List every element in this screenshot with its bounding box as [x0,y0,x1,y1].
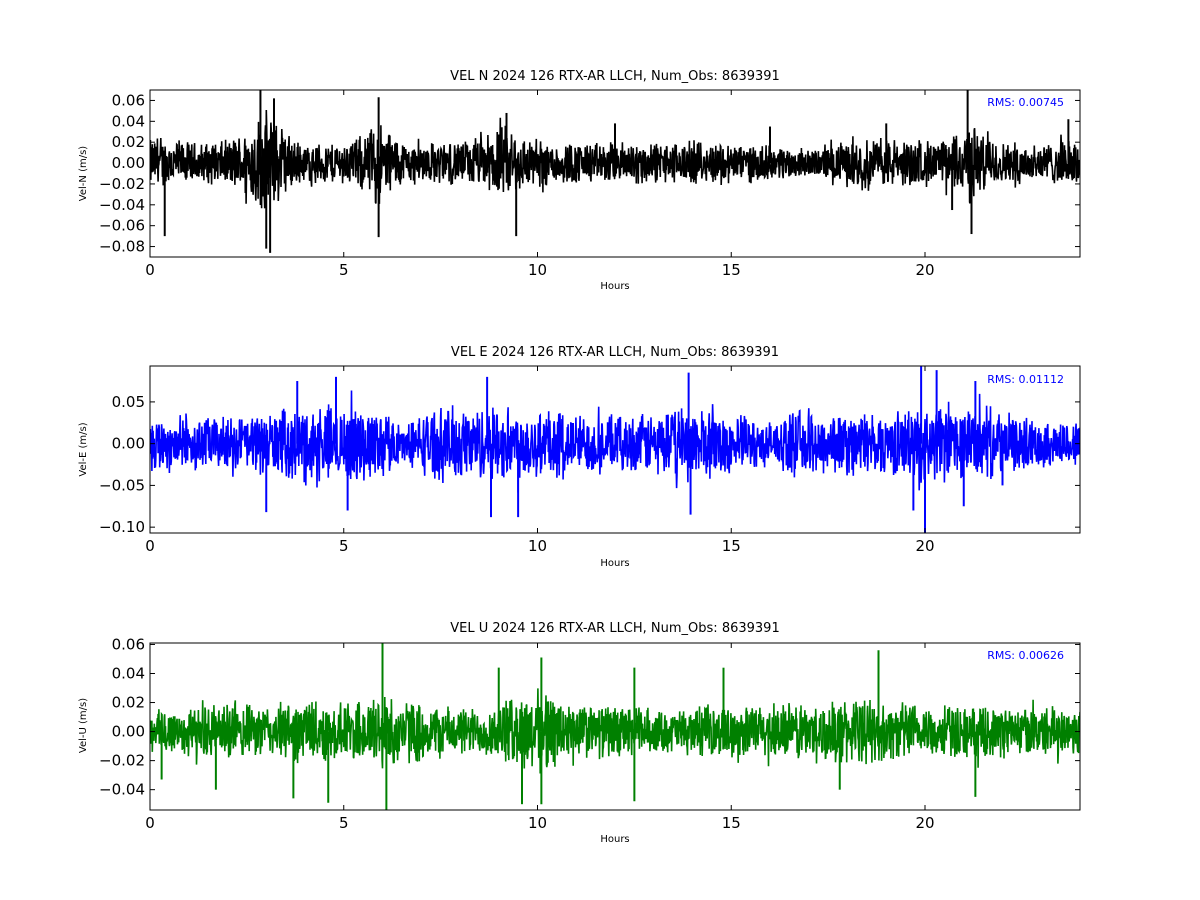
y-axis-label-north: Vel-N (m/s) [78,146,89,201]
series-trace [150,390,1080,493]
y-tick-label: 0.04 [112,112,145,130]
x-tick-label: 10 [528,261,547,279]
y-tick-label: 0.00 [112,723,145,741]
annotation-rms-north: RMS: 0.00745 [987,96,1064,109]
panel-title-up: VEL U 2024 126 RTX-AR LLCH, Num_Obs: 863… [450,621,779,636]
y-tick-label: 0.06 [112,635,145,653]
series-trace [150,688,1080,774]
ticks-up: 0 5 10 15 20 0.06 0.04 0.02 0.00 −0.02 −0.04 [99,635,1080,832]
x-tick-label: 0 [145,537,155,555]
y-tick-label: 0.00 [112,154,145,172]
x-tick-label: 0 [145,814,155,832]
x-tick-label: 15 [722,261,741,279]
plot-area-north [150,90,1080,253]
y-tick-label: −0.04 [99,196,145,214]
x-tick-label: 20 [915,261,934,279]
x-tick-label: 5 [339,537,349,555]
plot-area-up [150,643,1080,810]
panel-title-north: VEL N 2024 126 RTX-AR LLCH, Num_Obs: 863… [450,69,780,84]
y-tick-label: −0.08 [99,238,145,256]
y-tick-label: 0.06 [112,91,145,109]
y-tick-label: 0.02 [112,694,145,712]
plot-area-east [150,366,1080,533]
y-tick-label: −0.04 [99,781,145,799]
x-tick-label: 20 [915,537,934,555]
panel-north: VEL N 2024 126 RTX-AR LLCH, Num_Obs: 863… [78,69,1081,292]
y-tick-label: 0.00 [112,435,145,453]
y-axis-label-east: Vel-E (m/s) [78,422,89,476]
panel-up: VEL U 2024 126 RTX-AR LLCH, Num_Obs: 863… [78,621,1081,845]
ticks-east: 0 5 10 15 20 0.05 0.00 −0.05 −0.10 [99,366,1080,555]
y-tick-label: −0.05 [99,476,145,494]
x-axis-label-east: Hours [600,558,629,569]
y-tick-label: −0.06 [99,217,145,235]
panel-title-east: VEL E 2024 126 RTX-AR LLCH, Num_Obs: 863… [451,345,779,360]
panel-east: VEL E 2024 126 RTX-AR LLCH, Num_Obs: 863… [78,345,1081,569]
y-tick-label: −0.02 [99,175,145,193]
x-axis-label-up: Hours [600,834,629,845]
x-tick-label: 10 [528,537,547,555]
x-tick-label: 20 [915,814,934,832]
annotation-rms-up: RMS: 0.00626 [987,649,1064,662]
x-tick-label: 15 [722,537,741,555]
y-tick-label: −0.10 [99,518,145,536]
y-tick-label: 0.02 [112,133,145,151]
ticks-north: 0 5 10 15 20 0.06 0.04 0.02 0.00 −0.02 −0.04 −0.06 −… [99,90,1080,279]
y-tick-label: 0.05 [112,393,145,411]
x-axis-label-north: Hours [600,281,629,292]
y-axis-label-up: Vel-U (m/s) [78,698,89,753]
x-tick-label: 10 [528,814,547,832]
y-tick-label: −0.02 [99,752,145,770]
x-tick-label: 15 [722,814,741,832]
annotation-rms-east: RMS: 0.01112 [987,373,1064,386]
y-tick-label: 0.04 [112,664,145,682]
x-tick-label: 0 [145,261,155,279]
x-tick-label: 5 [339,814,349,832]
x-tick-label: 5 [339,261,349,279]
